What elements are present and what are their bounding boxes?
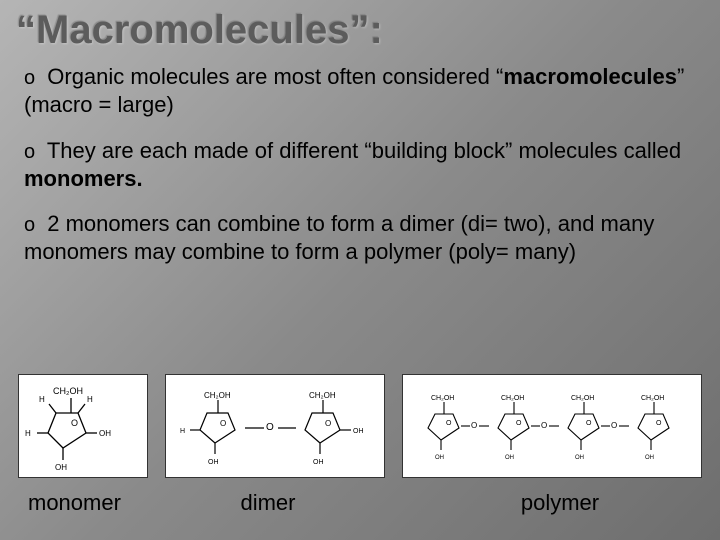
diagram-labels: monomer dimer polymer <box>0 490 720 516</box>
svg-text:O: O <box>266 422 274 433</box>
bullet-text: They are each made of different “buildin… <box>47 138 681 163</box>
svg-text:O: O <box>541 421 547 430</box>
svg-text:OH: OH <box>505 455 514 461</box>
svg-text:OH: OH <box>208 459 219 466</box>
dimer-diagram: CH₂OH OH H O O CH₂OH OH OH O <box>165 374 385 478</box>
bullet-item: o 2 monomers can combine to form a dimer… <box>24 210 696 266</box>
svg-text:O: O <box>71 418 78 428</box>
bullet-list: o Organic molecules are most often consi… <box>0 57 720 266</box>
svg-text:O: O <box>325 419 331 428</box>
polymer-label: polymer <box>378 490 702 516</box>
monomer-structure-icon: CH₂OH H OH OH H H O <box>23 378 143 474</box>
bullet-text-bold: macromolecules <box>503 64 677 89</box>
bullet-marker: o <box>24 141 35 163</box>
polymer-diagram: CH₂OH OH O O CH₂OH OH O O CH₂OH OH <box>402 374 702 478</box>
bullet-marker: o <box>24 214 35 236</box>
svg-text:O: O <box>446 420 452 427</box>
svg-text:CH₂OH: CH₂OH <box>53 386 83 396</box>
monomer-diagram: CH₂OH H OH OH H H O <box>18 374 148 478</box>
svg-text:CH₂OH: CH₂OH <box>501 395 524 402</box>
svg-text:OH: OH <box>353 428 364 435</box>
svg-text:OH: OH <box>435 455 444 461</box>
bullet-text-bold: monomers. <box>24 166 143 191</box>
svg-text:H: H <box>39 395 45 404</box>
svg-text:O: O <box>611 421 617 430</box>
page-title: “Macromolecules”: <box>0 0 720 57</box>
dimer-structure-icon: CH₂OH OH H O O CH₂OH OH OH O <box>170 378 380 474</box>
bullet-text: Organic molecules are most often conside… <box>47 64 503 89</box>
svg-text:H: H <box>87 395 93 404</box>
svg-text:O: O <box>516 420 522 427</box>
svg-text:OH: OH <box>313 459 324 466</box>
bullet-item: o Organic molecules are most often consi… <box>24 63 696 119</box>
svg-text:OH: OH <box>645 455 654 461</box>
bullet-marker: o <box>24 67 35 89</box>
polymer-structure-icon: CH₂OH OH O O CH₂OH OH O O CH₂OH OH <box>407 378 697 474</box>
bullet-item: o They are each made of different “build… <box>24 137 696 193</box>
svg-text:CH₂OH: CH₂OH <box>641 395 664 402</box>
svg-text:O: O <box>656 420 662 427</box>
svg-text:H: H <box>25 429 31 438</box>
dimer-label: dimer <box>158 490 378 516</box>
monomer-label: monomer <box>18 490 158 516</box>
svg-text:CH₂OH: CH₂OH <box>431 395 454 402</box>
svg-text:OH: OH <box>575 455 584 461</box>
svg-text:O: O <box>471 421 477 430</box>
svg-text:OH: OH <box>99 429 111 438</box>
svg-text:CH₂OH: CH₂OH <box>571 395 594 402</box>
svg-text:O: O <box>220 419 226 428</box>
svg-text:OH: OH <box>55 463 67 472</box>
svg-text:CH₂OH: CH₂OH <box>309 391 336 400</box>
svg-text:CH₂OH: CH₂OH <box>204 391 231 400</box>
svg-text:H: H <box>180 428 185 435</box>
bullet-text: 2 monomers can combine to form a dimer (… <box>24 211 654 264</box>
diagram-row: CH₂OH H OH OH H H O CH₂OH OH H O O <box>0 374 720 478</box>
svg-text:O: O <box>586 420 592 427</box>
